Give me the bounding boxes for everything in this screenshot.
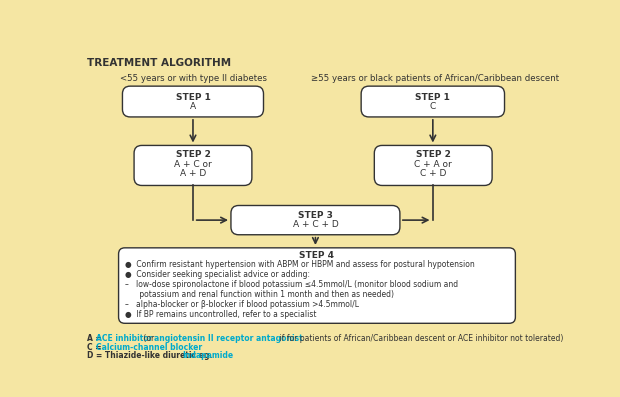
Text: TREATMENT ALGORITHM: TREATMENT ALGORITHM — [87, 58, 231, 67]
Text: –   alpha-blocker or β-blocker if blood potassium >4.5mmol/L: – alpha-blocker or β-blocker if blood po… — [125, 300, 359, 309]
FancyBboxPatch shape — [374, 145, 492, 185]
Text: Indapamide: Indapamide — [182, 351, 233, 360]
Text: ●  Consider seeking specialist advice or adding:: ● Consider seeking specialist advice or … — [125, 270, 310, 279]
FancyBboxPatch shape — [118, 248, 515, 323]
Text: STEP 4: STEP 4 — [299, 251, 334, 260]
Text: A + C or: A + C or — [174, 160, 212, 169]
FancyBboxPatch shape — [134, 145, 252, 185]
Text: STEP 2: STEP 2 — [416, 150, 451, 159]
Text: A: A — [190, 102, 196, 111]
Text: A + D: A + D — [180, 169, 206, 178]
Text: (or: (or — [141, 334, 157, 343]
Text: C + A or: C + A or — [414, 160, 452, 169]
Text: Calcium-channel blocker: Calcium-channel blocker — [96, 343, 202, 352]
Text: ●  If BP remains uncontrolled, refer to a specialist: ● If BP remains uncontrolled, refer to a… — [125, 310, 316, 319]
Text: ≥55 years or black patients of African/Caribbean descent: ≥55 years or black patients of African/C… — [311, 74, 560, 83]
Text: ●  Confirm resistant hypertension with ABPM or HBPM and assess for postural hypo: ● Confirm resistant hypertension with AB… — [125, 260, 474, 269]
Text: D = Thiazide-like diuretic eg.: D = Thiazide-like diuretic eg. — [87, 351, 215, 360]
FancyBboxPatch shape — [123, 86, 264, 117]
Text: ACE inhibitor: ACE inhibitor — [96, 334, 153, 343]
Text: C =: C = — [87, 343, 104, 352]
Text: C + D: C + D — [420, 169, 446, 178]
Text: if for patients of African/Caribbean descent or ACE inhibitor not tolerated): if for patients of African/Caribbean des… — [278, 334, 564, 343]
Text: <55 years or with type II diabetes: <55 years or with type II diabetes — [120, 74, 267, 83]
Text: potassium and renal function within 1 month and then as needed): potassium and renal function within 1 mo… — [125, 290, 394, 299]
Text: A =: A = — [87, 334, 104, 343]
Text: STEP 2: STEP 2 — [175, 150, 210, 159]
Text: STEP 3: STEP 3 — [298, 211, 333, 220]
Text: STEP 1: STEP 1 — [175, 93, 210, 102]
FancyBboxPatch shape — [231, 206, 400, 235]
FancyBboxPatch shape — [361, 86, 505, 117]
Text: angiotensin II receptor antagonist: angiotensin II receptor antagonist — [154, 334, 303, 343]
Text: A + C + D: A + C + D — [293, 220, 339, 229]
Text: STEP 1: STEP 1 — [415, 93, 450, 102]
Text: –   low-dose spironolactone if blood potassium ≤4.5mmol/L (monitor blood sodium : – low-dose spironolactone if blood potas… — [125, 280, 458, 289]
Text: C: C — [430, 102, 436, 111]
